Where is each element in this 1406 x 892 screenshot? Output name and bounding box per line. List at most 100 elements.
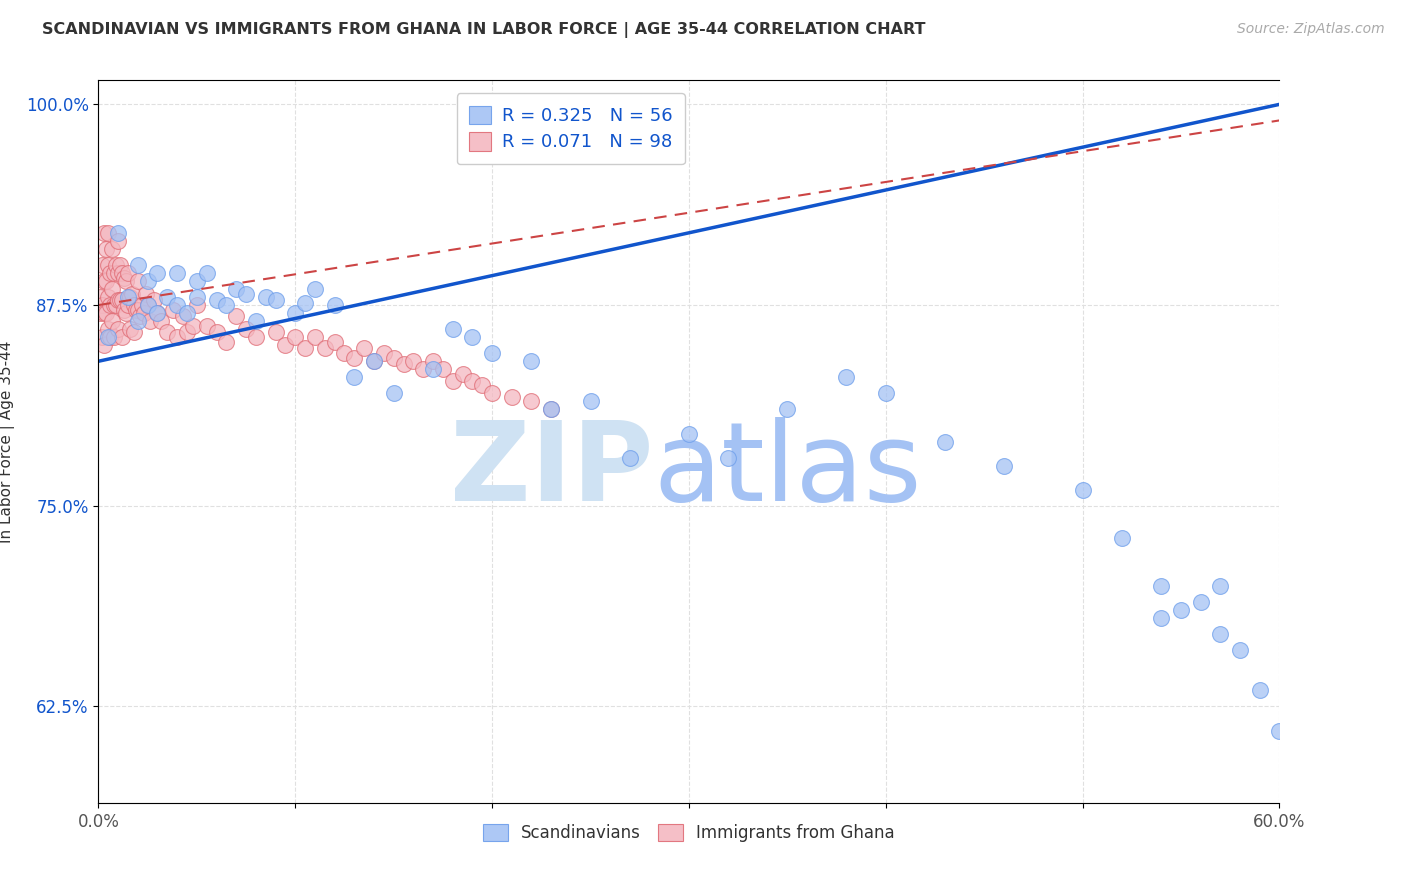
Point	[136, 274, 159, 288]
Point	[1170, 603, 1192, 617]
Point	[111, 293, 134, 308]
Text: ZIP: ZIP	[450, 417, 654, 524]
Point	[96, 274, 118, 288]
Point	[111, 330, 134, 344]
Point	[98, 266, 121, 280]
Point	[112, 302, 135, 317]
Point	[127, 258, 149, 272]
Point	[392, 358, 415, 372]
Point	[115, 274, 138, 288]
Point	[105, 298, 128, 312]
Point	[461, 374, 484, 388]
Text: Source: ZipAtlas.com: Source: ZipAtlas.com	[1237, 22, 1385, 37]
Point	[264, 293, 287, 308]
Point	[142, 293, 165, 308]
Point	[373, 346, 395, 360]
Point	[97, 322, 120, 336]
Point	[108, 258, 131, 272]
Point	[934, 434, 956, 449]
Point	[156, 326, 179, 340]
Point	[150, 314, 173, 328]
Point	[294, 342, 316, 356]
Point	[323, 298, 346, 312]
Point	[91, 298, 114, 312]
Point	[156, 290, 179, 304]
Point	[225, 310, 247, 324]
Point	[1071, 483, 1094, 497]
Point	[122, 326, 145, 340]
Point	[254, 290, 277, 304]
Point	[422, 354, 444, 368]
Point	[1189, 595, 1212, 609]
Point	[132, 306, 155, 320]
Y-axis label: In Labor Force | Age 35-44: In Labor Force | Age 35-44	[0, 341, 14, 542]
Point	[579, 394, 602, 409]
Point	[125, 302, 148, 317]
Point	[96, 306, 118, 320]
Point	[97, 258, 120, 272]
Point	[117, 266, 139, 280]
Point	[122, 298, 145, 312]
Point	[107, 226, 129, 240]
Point	[127, 274, 149, 288]
Point	[93, 338, 115, 352]
Point	[1209, 579, 1232, 593]
Text: atlas: atlas	[654, 417, 922, 524]
Point	[304, 282, 326, 296]
Point	[93, 274, 115, 288]
Point	[115, 306, 138, 320]
Point	[353, 342, 375, 356]
Point	[363, 354, 385, 368]
Point	[107, 234, 129, 248]
Point	[108, 293, 131, 308]
Point	[103, 298, 125, 312]
Point	[138, 314, 160, 328]
Point	[382, 386, 405, 401]
Point	[619, 450, 641, 465]
Point	[105, 258, 128, 272]
Point	[294, 296, 316, 310]
Point	[432, 362, 454, 376]
Point	[776, 402, 799, 417]
Point	[181, 318, 204, 333]
Point	[195, 318, 218, 333]
Point	[97, 290, 120, 304]
Point	[89, 290, 111, 304]
Point	[118, 322, 141, 336]
Point	[540, 402, 562, 417]
Point	[107, 266, 129, 280]
Point	[103, 330, 125, 344]
Point	[118, 290, 141, 304]
Point	[205, 326, 228, 340]
Point	[520, 394, 543, 409]
Point	[402, 354, 425, 368]
Point	[1111, 531, 1133, 545]
Point	[101, 242, 124, 256]
Point	[993, 458, 1015, 473]
Point	[146, 306, 169, 320]
Point	[117, 298, 139, 312]
Point	[717, 450, 740, 465]
Point	[274, 338, 297, 352]
Point	[93, 226, 115, 240]
Point	[146, 306, 169, 320]
Legend: Scandinavians, Immigrants from Ghana: Scandinavians, Immigrants from Ghana	[477, 817, 901, 848]
Point	[97, 330, 120, 344]
Point	[176, 306, 198, 320]
Point	[186, 290, 208, 304]
Point	[127, 314, 149, 328]
Point	[264, 326, 287, 340]
Point	[875, 386, 897, 401]
Point	[412, 362, 434, 376]
Point	[333, 346, 356, 360]
Point	[121, 286, 143, 301]
Point	[304, 330, 326, 344]
Point	[1229, 643, 1251, 657]
Point	[112, 270, 135, 285]
Point	[225, 282, 247, 296]
Point	[172, 310, 194, 324]
Point	[245, 314, 267, 328]
Point	[98, 298, 121, 312]
Point	[89, 306, 111, 320]
Point	[215, 334, 238, 349]
